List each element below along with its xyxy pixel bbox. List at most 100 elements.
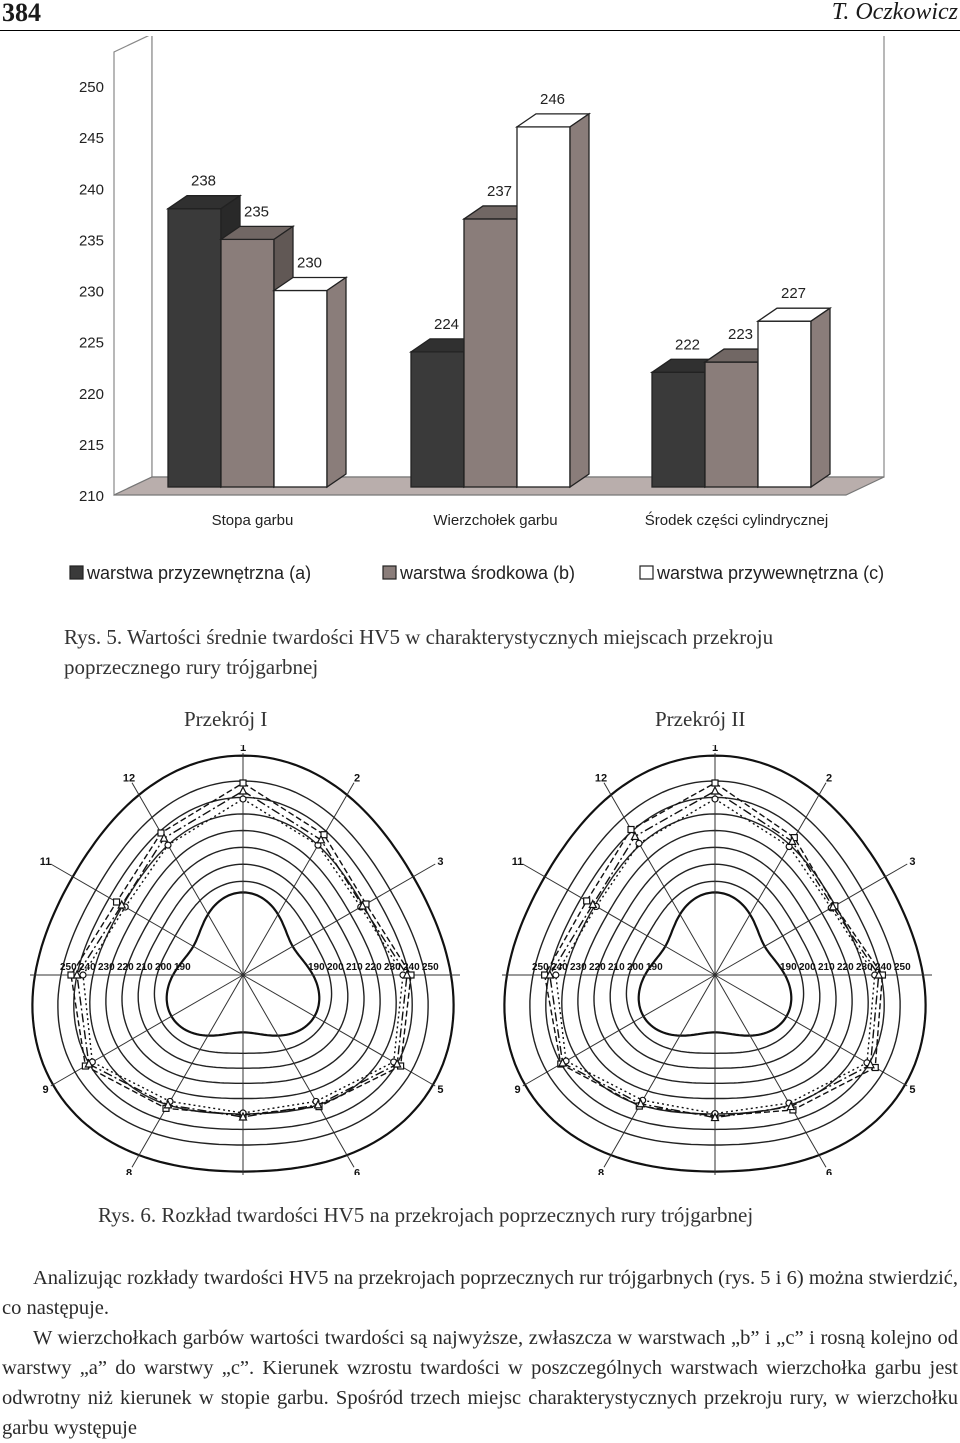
trace-marker [583,897,591,905]
y-tick-label: 225 [79,335,104,352]
scale-label: 220 [589,962,606,973]
scale-label: 220 [117,962,134,973]
legend-label: warstwa przywewnętrzna (c) [656,563,884,583]
radial-label: 8 [126,1167,132,1175]
trace-marker [358,900,367,910]
legend-swatch [382,565,397,580]
radial-line [131,782,244,976]
scale-label: 230 [570,962,587,973]
legend-item: warstwa środkowa (b) [382,563,575,583]
scale-label: 240 [79,962,96,973]
bar [755,306,833,489]
radial-line [714,863,908,976]
trace-marker [588,899,598,909]
radial-label: 1 [712,745,718,754]
scale-label: 210 [818,962,835,973]
trace-marker [117,899,127,909]
trace-marker [239,779,247,787]
trace-marker [67,971,75,979]
page-number: 384 [2,0,41,27]
scale-label: 220 [365,962,382,973]
radial-label: 11 [512,856,524,868]
trace-marker [163,1099,173,1109]
scale-label: 200 [627,962,644,973]
body-text: Analizując rozkłady twardości HV5 na prz… [2,1263,958,1443]
category-label: Wierzchołek garbu [433,512,557,529]
scale-label: 190 [780,962,797,973]
scale-label: 200 [799,962,816,973]
category-labels: Stopa garbu Wierzchołek garbu Środek częśc… [212,511,829,529]
radial-line [242,782,355,976]
data-label: 223 [728,326,753,343]
bar [271,276,349,489]
data-label: 246 [540,91,565,108]
data-label: 237 [487,183,512,200]
radial-label: 8 [598,1167,604,1175]
trace-marker [552,971,560,979]
legend-item: warstwa przyzewnętrzna (a) [69,563,311,583]
scale-label: 240 [875,962,892,973]
radial-label: 12 [123,773,135,785]
trace-marker [828,901,838,911]
running-head: T. Oczkowicz [831,0,958,25]
trace-marker [627,825,635,834]
radial-line [242,863,436,976]
data-label: 230 [297,255,322,272]
radial-line [242,974,436,1087]
trace-marker [630,831,640,841]
radial-label: 2 [354,773,360,785]
y-tick-label: 245 [79,130,104,147]
radial-label: 9 [514,1084,520,1096]
scale-label: 190 [646,962,663,973]
scale-label: 230 [384,962,401,973]
hardness-trace [70,782,412,1116]
trace-marker [874,969,884,979]
y-tick-label: 230 [79,284,104,301]
trace-marker [545,969,555,979]
paragraph-2: W wierzchołkach garbów wartości twardośc… [2,1327,958,1439]
category-label: Środek części cylindrycznej [645,511,828,529]
scale-label: 230 [856,962,873,973]
trace-marker [313,1099,323,1109]
data-label: 222 [675,336,700,353]
scale-label: 210 [346,962,363,973]
radial-line [522,863,716,976]
data-label: 224 [434,316,459,333]
trace-marker [710,785,720,795]
scale-label: 250 [894,962,911,973]
page-header: 384 T. Oczkowicz [0,0,960,31]
trace-marker [786,1101,796,1111]
radial-label: 2 [826,773,832,785]
radial-label: 3 [909,856,915,868]
radial-label: 11 [40,856,52,868]
radial-label: 6 [826,1167,832,1175]
trace-marker [238,1111,248,1121]
trace-marker [636,1098,646,1108]
header-rule [0,30,960,31]
chart-bars: 238 235 230 224 237 246 222 223 227 [165,91,833,489]
trace-marker [711,779,719,787]
trace-marker [238,785,248,795]
figure6-caption: Rys. 6. Rozkład twardości HV5 na przekro… [98,1203,754,1227]
data-label: 238 [191,173,216,190]
trace-marker [711,795,719,803]
scale-label: 220 [837,962,854,973]
section-ii-title: Przekrój II [655,707,746,731]
y-tick-label: 250 [79,79,104,96]
radial-line [714,782,827,976]
radial-label: 5 [437,1084,443,1096]
legend-swatch [69,565,84,580]
scale-label: 250 [60,962,77,973]
legend-label: warstwa przyzewnętrzna (a) [86,563,311,583]
trace-marker [865,1059,875,1069]
trace-marker [72,969,82,979]
trace-marker [239,795,247,803]
y-tick-label: 220 [79,386,104,403]
radial-line [603,974,716,1168]
scale-label: 230 [98,962,115,973]
data-label: 235 [244,203,269,220]
trace-marker [112,898,121,906]
radial-line [714,974,827,1168]
trace-marker [159,832,169,842]
radial-label: 9 [42,1084,48,1096]
